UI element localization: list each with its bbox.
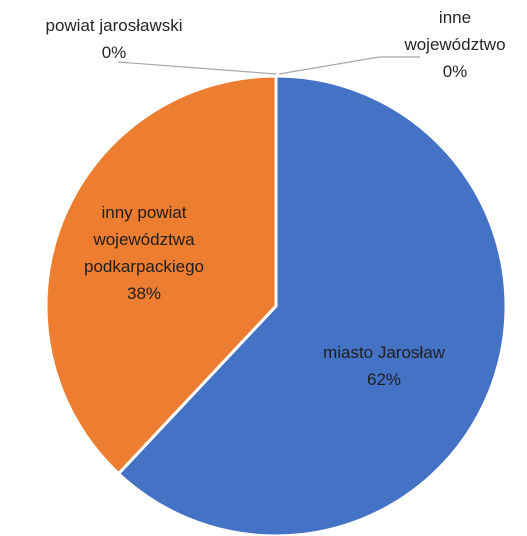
data-label-inny-powiat-wojewodztwa-podkarpackiego: inny powiat województwa podkarpackiego 38% [84, 203, 204, 303]
data-label-value-inny-powiat-wojewodztwa-podkarpackiego: 38% [127, 284, 161, 303]
data-label-name-line-3-inny-powiat-wojewodztwa-podkarpackiego: podkarpackiego [84, 257, 204, 276]
data-label-powiat-jaroslawski: powiat jarosławski 0% [46, 16, 183, 62]
data-label-value-miasto-jaroslaw: 62% [367, 370, 401, 389]
data-label-name-line-1-inny-powiat-wojewodztwa-podkarpackiego: inny powiat [101, 203, 186, 222]
data-label-inne-wojewodztwo: inne województwo 0% [403, 8, 505, 81]
data-label-miasto-jaroslaw: miasto Jarosław 62% [323, 343, 446, 389]
leader-line-powiat-jaroslawski [117, 61, 277, 75]
data-label-name-line-1-powiat-jaroslawski: powiat jarosławski [46, 16, 183, 35]
data-label-name-line-1-miasto-jaroslaw: miasto Jarosław [323, 343, 446, 362]
data-label-value-inne-wojewodztwo: 0% [443, 62, 468, 81]
slices-layer [44, 74, 508, 536]
leader-line-inne-wojewodztwo [278, 56, 420, 75]
data-label-name-line-1-inne-wojewodztwo: inne [439, 8, 471, 27]
data-label-name-line-2-inny-powiat-wojewodztwa-podkarpackiego: województwa [92, 230, 195, 249]
data-label-name-line-2-inne-wojewodztwo: województwo [403, 35, 505, 54]
data-label-value-powiat-jaroslawski: 0% [102, 43, 127, 62]
pie-slice-inny-powiat-wojewodztwa-podkarpackiego [44, 74, 278, 476]
pie-slice-miasto-jaroslaw [117, 74, 508, 536]
labels-layer: miasto Jarosław 62% inny powiat województwa… [46, 8, 506, 389]
leader-lines-layer [117, 56, 420, 75]
